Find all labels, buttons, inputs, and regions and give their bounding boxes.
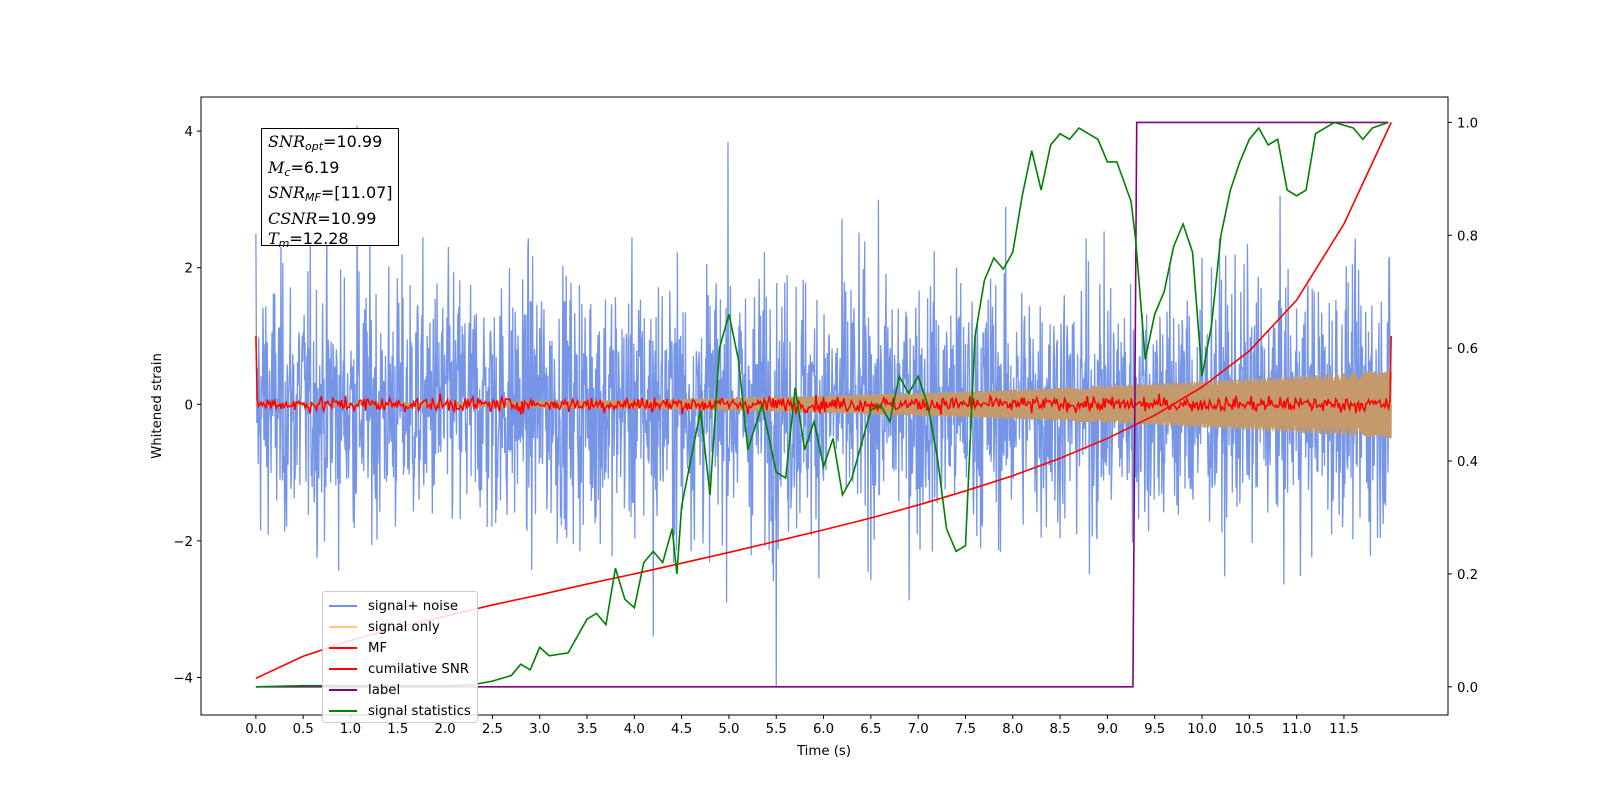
stats-annotation-box: SNRopt=10.99 Mc=6.19 SNRMF=[11.07] CSNR=… <box>261 128 399 250</box>
legend-item-signal-only: signal only <box>329 617 440 637</box>
x-tick-label: 7.5 <box>955 722 976 737</box>
snr-opt-row: SNRopt=10.99 <box>268 132 398 158</box>
mc-value: =6.19 <box>290 157 340 177</box>
x-tick-label: 6.0 <box>813 722 834 737</box>
tm-subscript: m <box>278 237 290 250</box>
legend-item-cumilative-snr: cumilative SNR <box>329 659 469 679</box>
legend-swatch <box>329 647 357 649</box>
y-tick-label-right: 0.6 <box>1457 342 1478 357</box>
mc-symbol: M <box>268 157 285 177</box>
plot-frame <box>200 96 1449 716</box>
x-tick-label: 11.0 <box>1282 722 1312 737</box>
x-axis: 0.0 0.5 1.0 1.5 2.0 2.5 3.0 3.5 4.0 4.5 5.0 5.5 6.0 6… <box>245 715 1359 737</box>
y-tick-label-left: −4 <box>173 671 193 686</box>
legend-label: signal statistics <box>368 703 471 719</box>
y-tick-label-left: −2 <box>173 535 193 550</box>
x-tick-label: 9.5 <box>1144 722 1165 737</box>
x-tick-label: 3.5 <box>576 722 597 737</box>
legend-item-label: label <box>329 680 400 700</box>
legend-label: cumilative SNR <box>368 661 470 677</box>
legend-swatch <box>329 668 357 670</box>
series-signal-statistics <box>255 121 1389 688</box>
x-tick-label: 1.5 <box>387 722 408 737</box>
x-tick-label: 10.0 <box>1187 722 1217 737</box>
x-tick-label: 9.0 <box>1097 722 1118 737</box>
legend-swatch <box>329 626 357 628</box>
legend-item-signal-statistics: signal statistics <box>329 701 471 721</box>
x-axis-label: Time (s) <box>796 744 851 759</box>
x-tick-label: 5.5 <box>766 722 787 737</box>
series-mf <box>255 335 1392 415</box>
legend-swatch <box>329 710 357 712</box>
x-tick-label: 0.0 <box>245 722 266 737</box>
snr-opt-value: =10.99 <box>323 132 383 151</box>
x-tick-label: 2.5 <box>482 722 503 737</box>
y-axis-label: Whitened strain <box>150 353 165 459</box>
mc-row: Mc=6.19 <box>268 158 398 184</box>
snr-mf-subscript: MF <box>305 191 321 204</box>
mc-subscript: c <box>284 165 291 179</box>
right-y-axis: 0.0 0.2 0.4 0.6 0.8 1.0 <box>1448 116 1478 696</box>
legend-swatch <box>329 689 357 691</box>
x-tick-label: 4.5 <box>671 722 692 737</box>
tm-row: Tm=12.28 <box>268 229 398 255</box>
csnr-row: CSNR=10.99 <box>268 209 398 230</box>
legend: signal+ noise signal only MF cumilative … <box>322 591 478 723</box>
x-tick-label: 4.0 <box>624 722 645 737</box>
tm-value: =12.28 <box>289 229 349 248</box>
snr-mf-row: SNRMF=[11.07] <box>268 183 398 209</box>
x-tick-label: 6.5 <box>860 722 881 737</box>
x-tick-label: 3.0 <box>529 722 550 737</box>
csnr-value: =10.99 <box>317 208 377 228</box>
tm-symbol: T <box>268 229 279 248</box>
snr-mf-symbol: SNR <box>268 183 306 202</box>
x-tick-label: 0.5 <box>293 722 314 737</box>
y-tick-label-left: 0 <box>185 398 193 413</box>
x-tick-label: 5.0 <box>718 722 739 737</box>
y-tick-label-left: 4 <box>185 125 193 140</box>
x-tick-label: 10.5 <box>1235 722 1265 737</box>
series-label <box>255 121 1389 688</box>
x-tick-label: 8.0 <box>1002 722 1023 737</box>
legend-swatch <box>329 605 357 607</box>
legend-item-signal-noise: signal+ noise <box>329 596 458 616</box>
snr-opt-symbol: SNR <box>268 132 306 151</box>
legend-label: label <box>368 682 401 698</box>
y-tick-label-right: 0.2 <box>1457 568 1478 583</box>
y-tick-label-right: 0.8 <box>1457 229 1478 244</box>
x-tick-label: 1.0 <box>340 722 361 737</box>
y-tick-label-right: 0.0 <box>1457 681 1478 696</box>
y-tick-label-right: 0.4 <box>1457 455 1478 470</box>
legend-item-mf: MF <box>329 638 387 658</box>
legend-label: signal only <box>368 619 440 635</box>
snr-opt-subscript: opt <box>305 140 324 153</box>
series-signal-noise <box>255 125 1392 688</box>
y-tick-label-right: 1.0 <box>1457 116 1478 131</box>
legend-label: signal+ noise <box>368 598 459 614</box>
x-tick-label: 2.0 <box>435 722 456 737</box>
x-tick-label: 7.0 <box>908 722 929 737</box>
x-tick-label: 11.5 <box>1329 722 1359 737</box>
left-y-axis: −4 −2 0 2 4 <box>173 125 201 686</box>
legend-label: MF <box>368 640 388 656</box>
snr-mf-value: =[11.07] <box>320 183 393 202</box>
x-tick-label: 8.5 <box>1050 722 1071 737</box>
plot-data-layer <box>255 121 1392 688</box>
y-tick-label-left: 2 <box>185 262 193 277</box>
csnr-symbol: CSNR <box>268 208 318 228</box>
